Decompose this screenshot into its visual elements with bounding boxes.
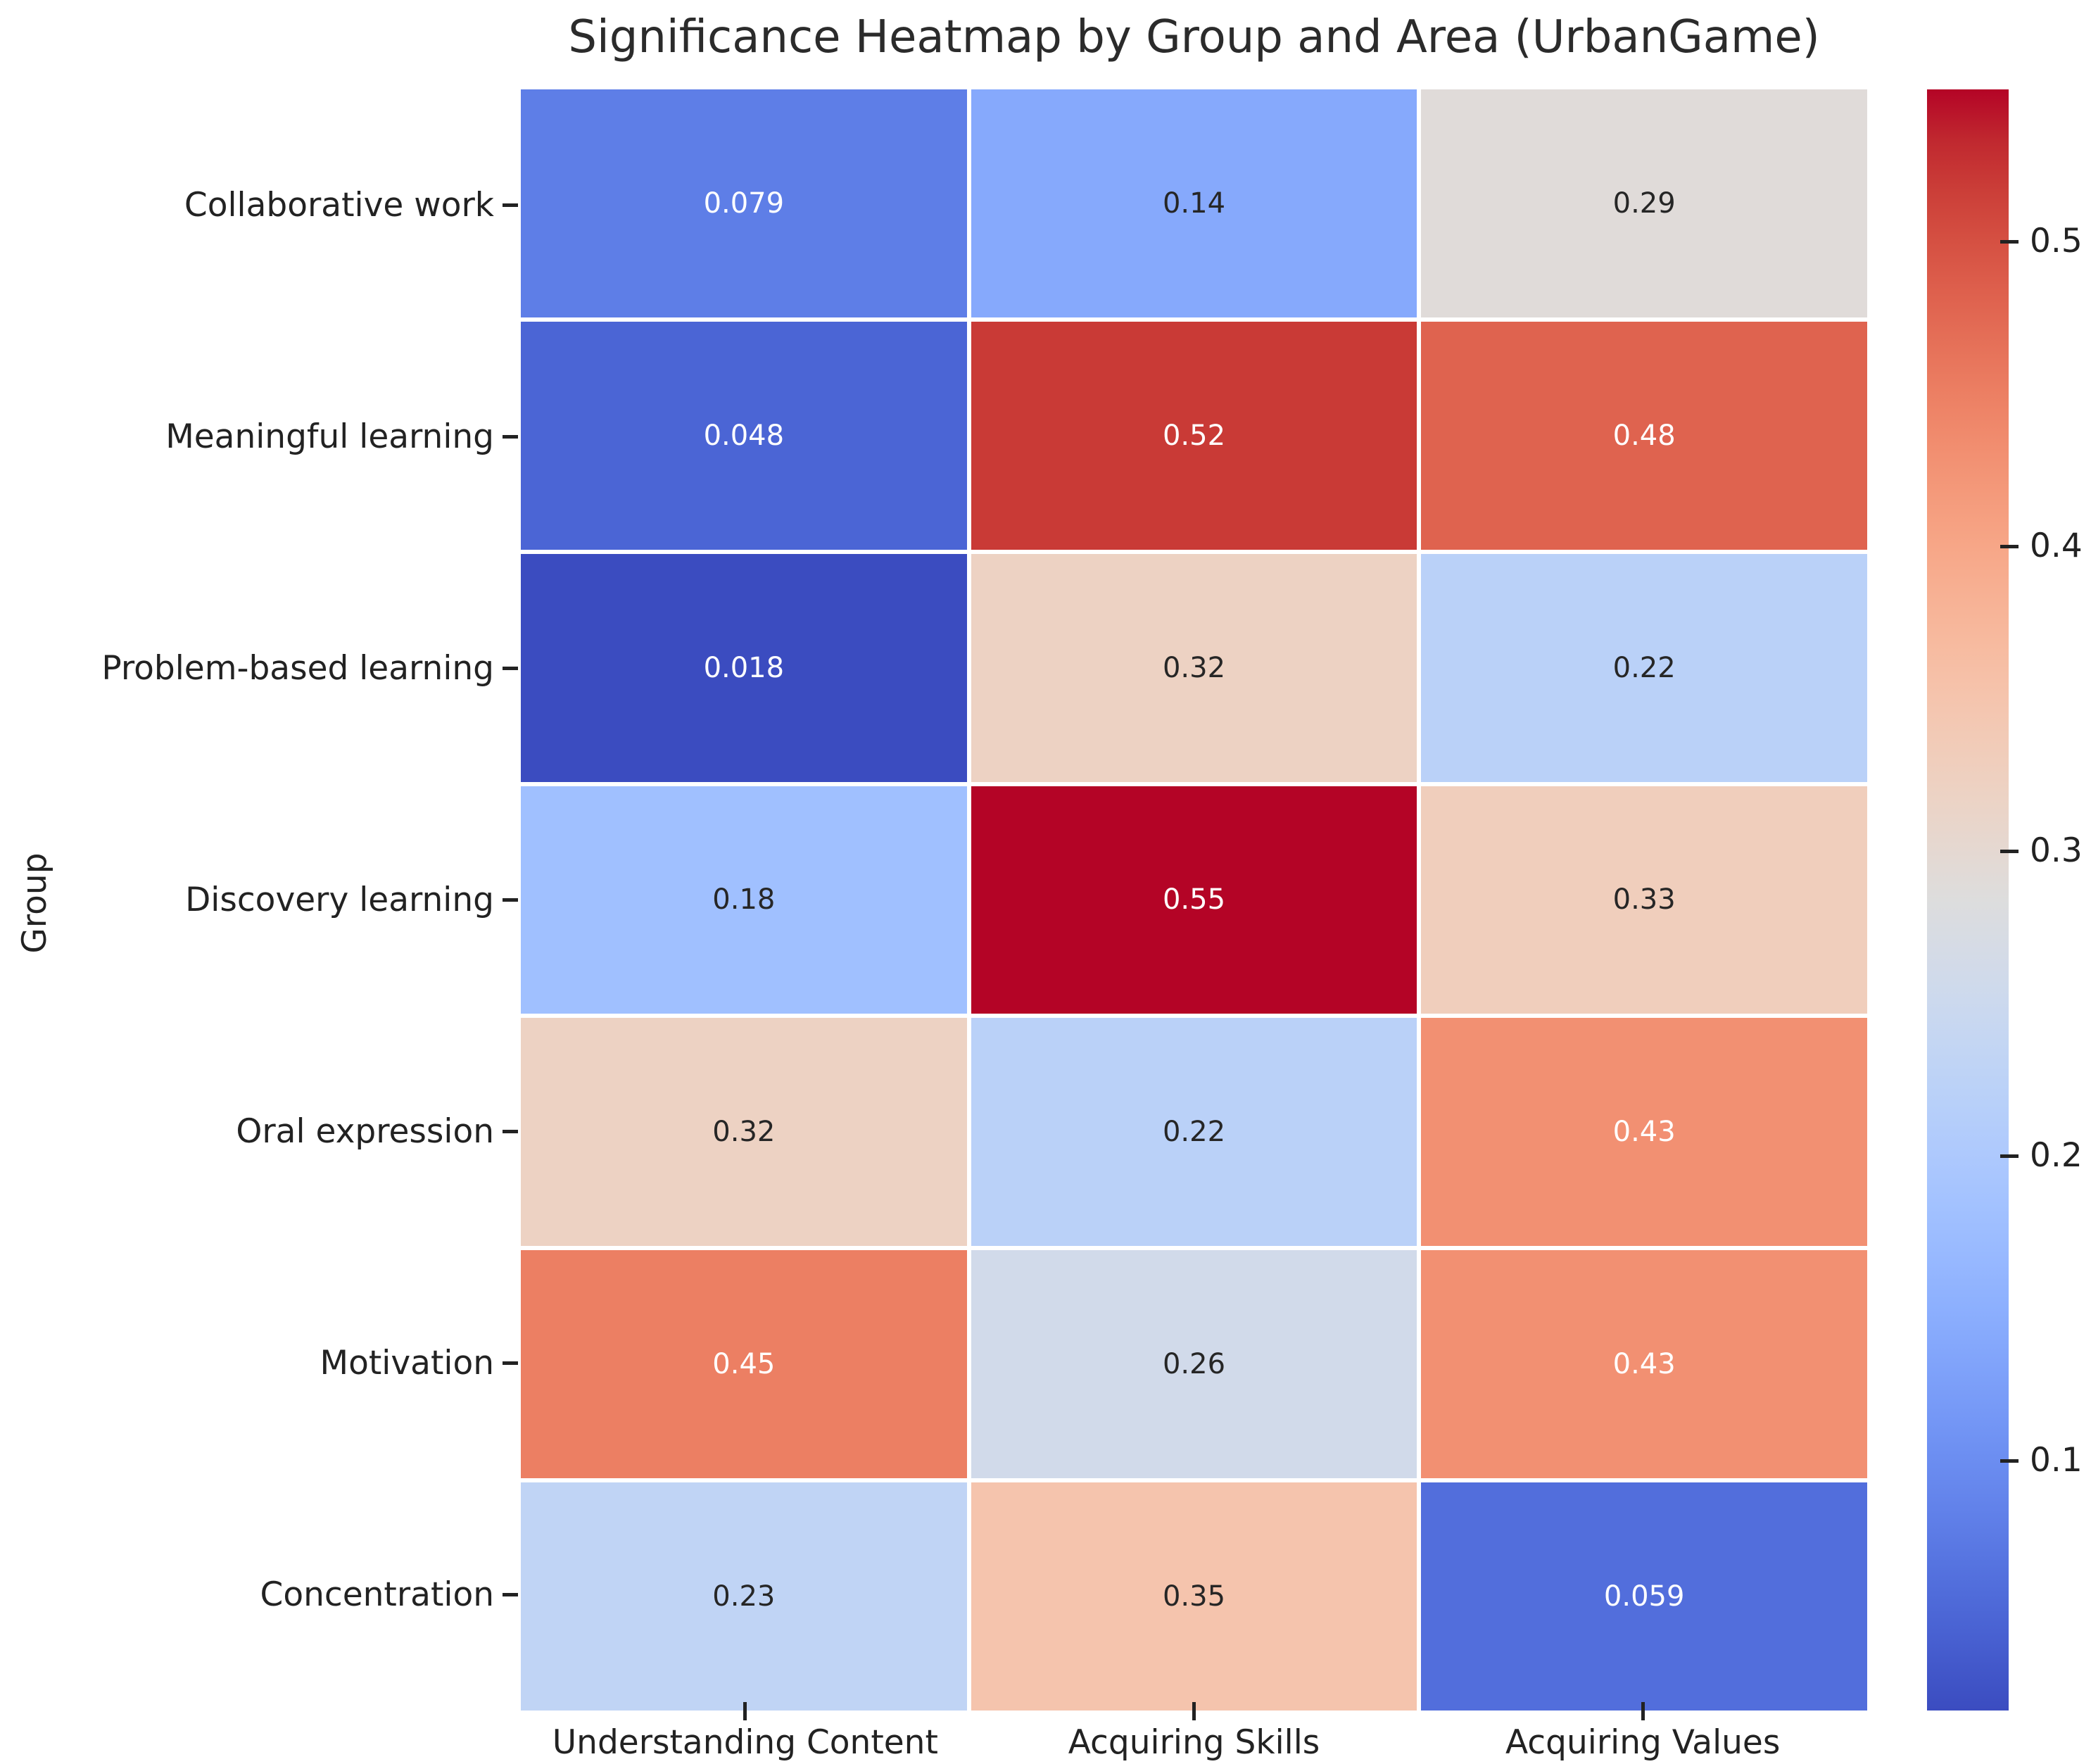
colorbar-tick [2000,239,2019,244]
cell-value: 0.43 [1612,1348,1676,1381]
heatmap-cell: 0.32 [521,1018,967,1247]
heatmap-cell: 0.33 [1421,786,1867,1014]
cell-value: 0.32 [712,1116,776,1149]
row-label: Problem-based learning [101,648,494,688]
heatmap-cell: 0.26 [971,1250,1417,1479]
cell-value: 0.14 [1162,187,1226,220]
y-tick [503,1593,518,1596]
heatmap-cell: 0.048 [521,321,967,550]
cell-value: 0.22 [1612,651,1676,684]
cell-value: 0.48 [1612,419,1676,452]
heatmap-cell: 0.22 [1421,553,1867,782]
row-label: Discovery learning [185,880,494,919]
column-label: Acquiring Skills [1068,1723,1320,1762]
cell-value: 0.32 [1162,651,1226,684]
y-tick [503,667,518,670]
heatmap-cell: 0.079 [521,89,967,317]
row-label: Collaborative work [184,185,494,225]
heatmap-cell: 0.48 [1421,321,1867,550]
cell-value: 0.43 [1612,1116,1676,1149]
cell-value: 0.29 [1612,187,1676,220]
row-label: Motivation [320,1343,494,1382]
y-tick [503,1361,518,1365]
row-label: Meaningful learning [165,417,494,456]
x-tick [1641,1702,1645,1720]
colorbar-tick [2000,849,2019,853]
heatmap-cell: 0.43 [1421,1018,1867,1247]
heatmap-cell: 0.32 [971,553,1417,782]
heatmap-cell: 0.55 [971,786,1417,1014]
heatmap-cell: 0.35 [971,1482,1417,1711]
heatmap-grid: 0.079 0.14 0.29 0.048 0.52 0.48 0.018 0.32 0.22 0… [521,89,1867,1711]
cell-value: 0.52 [1162,419,1226,452]
cell-value: 0.45 [712,1348,776,1381]
colorbar: 0.1 0.2 0.3 0.4 0.5 [1927,89,2091,1711]
cell-value: 0.33 [1612,883,1676,916]
colorbar-tick [2000,544,2019,548]
heatmap-cell: 0.29 [1421,89,1867,317]
heatmap-cell: 0.14 [971,89,1417,317]
cell-value: 0.22 [1162,1116,1226,1149]
cell-value: 0.018 [703,651,785,684]
y-tick [503,435,518,439]
colorbar-tick-label: 0.2 [2030,1136,2083,1176]
cell-value: 0.55 [1162,883,1226,916]
colorbar-tick-label: 0.5 [2030,222,2083,261]
x-tick [1192,1702,1196,1720]
colorbar-tick [2000,1154,2019,1158]
chart-title: Significance Heatmap by Group and Area (… [568,11,1820,63]
colorbar-tick-label: 0.4 [2030,527,2083,566]
heatmap-cell: 0.22 [971,1018,1417,1247]
heatmap-cell: 0.18 [521,786,967,1014]
column-label: Understanding Content [552,1723,938,1762]
heatmap-cell: 0.059 [1421,1482,1867,1711]
heatmap-cell: 0.43 [1421,1250,1867,1479]
heatmap-cell: 0.45 [521,1250,967,1479]
cell-value: 0.079 [703,187,785,220]
heatmap-cell: 0.52 [971,321,1417,550]
colorbar-tick [2000,1459,2019,1463]
cell-value: 0.18 [712,883,776,916]
cell-value: 0.048 [703,419,785,452]
heatmap-cell: 0.23 [521,1482,967,1711]
colorbar-gradient [1927,89,2009,1711]
row-label: Oral expression [236,1111,494,1151]
x-tick [743,1702,747,1720]
cell-value: 0.059 [1603,1580,1685,1613]
y-tick [503,1130,518,1133]
heatmap-cell: 0.018 [521,553,967,782]
row-label: Concentration [260,1575,495,1614]
colorbar-tick-label: 0.3 [2030,831,2083,871]
colorbar-tick-label: 0.1 [2030,1441,2083,1480]
cell-value: 0.26 [1162,1348,1226,1381]
cell-value: 0.23 [712,1580,776,1613]
cell-value: 0.35 [1162,1580,1226,1613]
y-tick [503,203,518,207]
column-label: Acquiring Values [1505,1723,1781,1762]
y-tick [503,898,518,902]
